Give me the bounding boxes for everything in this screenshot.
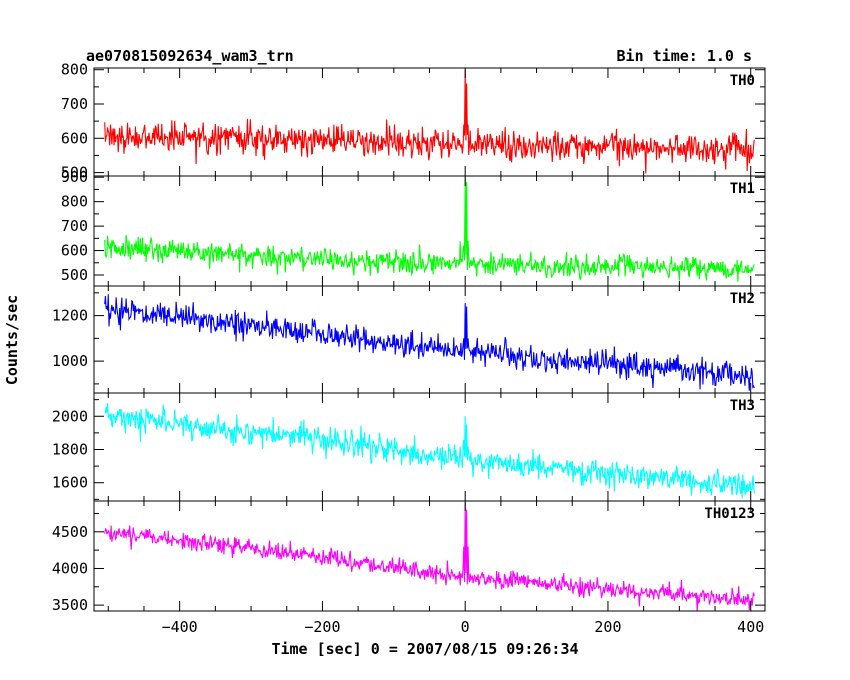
panel-label: TH0: [730, 73, 755, 89]
series-line-th0123: [104, 502, 755, 611]
y-tick-label: 700: [61, 95, 88, 113]
panel-th1: 500 600 700 800 900 TH1: [61, 168, 766, 287]
panel-frame: [93, 392, 766, 502]
y-tick-label: 3500: [52, 596, 88, 614]
panel-frame: [93, 175, 766, 287]
panel-th0123: 3500 4000 4500 TH0123: [52, 500, 766, 614]
y-tick-label: 4500: [52, 523, 88, 541]
y-tick-label: 500: [61, 266, 88, 284]
panels: 500 600 700 800 TH0 500 600 700 800 900 TH1 1000 120…: [52, 61, 766, 614]
y-tick-label: 1600: [52, 474, 88, 492]
panel-label: TH2: [730, 291, 755, 307]
y-tick-label: 600: [61, 242, 88, 260]
panel-frame: [93, 285, 766, 394]
x-tick-label: 200: [594, 618, 621, 636]
y-tick-label: 600: [61, 129, 88, 147]
series-line-th2: [104, 294, 755, 391]
panel-frame: [93, 67, 766, 177]
y-tick-label: 800: [61, 193, 88, 211]
y-tick-label: 500: [61, 164, 88, 182]
panel-label: TH3: [730, 398, 755, 414]
x-axis: −400 −200 0 200 400: [162, 618, 765, 636]
x-tick-label: −400: [162, 618, 198, 636]
x-axis-title: Time [sec] 0 = 2007/08/15 09:26:34: [271, 640, 578, 658]
y-axis-title: Counts/sec: [3, 295, 21, 385]
x-tick-label: 0: [461, 618, 470, 636]
panel-th0: 500 600 700 800 TH0: [61, 61, 766, 182]
series-line-th3: [104, 403, 755, 499]
y-tick-label: 4000: [52, 559, 88, 577]
y-tick-label: 800: [61, 61, 88, 79]
y-tick-label: 1200: [52, 307, 88, 325]
panel-th2: 1000 1200 TH2: [52, 285, 766, 394]
series-line-th0: [104, 69, 755, 174]
panel-label: TH1: [730, 181, 755, 197]
panel-label: TH0123: [704, 506, 755, 522]
series-line-th1: [104, 177, 755, 282]
y-tick-label: 2000: [52, 407, 88, 425]
bin-time-label: Bin time: 1.0 s: [617, 47, 752, 65]
y-tick-label: 1800: [52, 440, 88, 458]
y-tick-label: 700: [61, 217, 88, 235]
x-tick-label: 400: [737, 618, 764, 636]
y-tick-label: 1000: [52, 352, 88, 370]
chart-title: ae070815092634_wam3_trn: [86, 47, 294, 65]
panel-th3: 1600 1800 2000 TH3: [52, 392, 766, 502]
x-tick-label: −200: [304, 618, 340, 636]
y-tick-label: 900: [61, 168, 88, 186]
